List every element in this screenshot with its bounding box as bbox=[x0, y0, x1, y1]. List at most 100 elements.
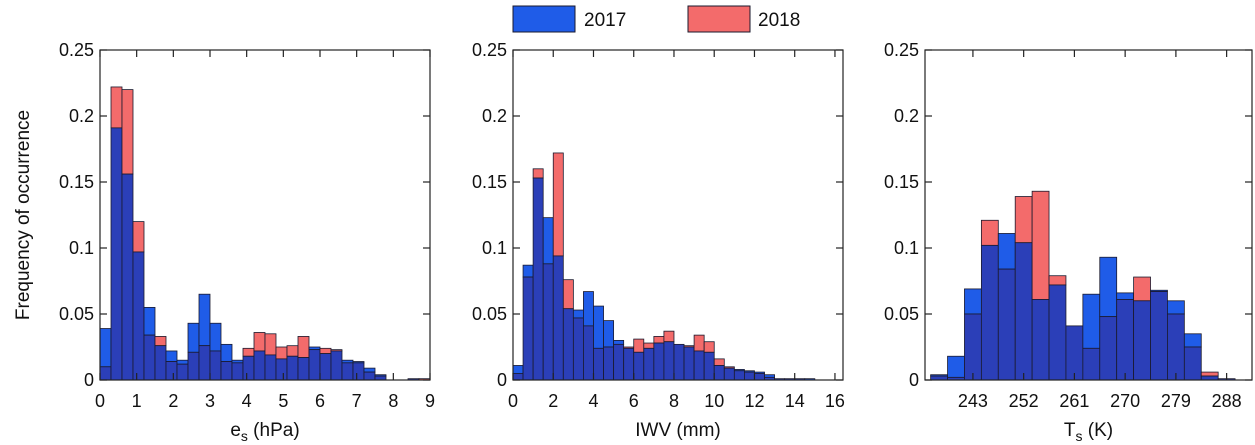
x-tick-label-ts-1: 252 bbox=[1009, 391, 1039, 411]
legend-swatch-2018 bbox=[687, 5, 751, 33]
x-tick-label-iwv-7: 14 bbox=[785, 391, 805, 411]
legend: 2017 2018 bbox=[512, 5, 800, 33]
bar-iwv-15-upper bbox=[663, 330, 675, 343]
y-tick-label-iwv-2: 0.1 bbox=[482, 238, 507, 258]
plot-frame-iwv bbox=[512, 49, 844, 381]
y-tick-label-ts-0: 0 bbox=[909, 370, 919, 390]
bar-es-13-upper bbox=[242, 347, 255, 357]
bar-ts-11-overlap bbox=[1116, 299, 1135, 381]
x-tick-label-es-4: 4 bbox=[242, 391, 252, 411]
bar-iwv-8-upper bbox=[593, 305, 604, 349]
y-tick-label-iwv-1: 0.05 bbox=[472, 304, 507, 324]
bar-ts-1-upper bbox=[947, 355, 965, 378]
y-tick-label-iwv-3: 0.15 bbox=[472, 172, 507, 192]
bar-iwv-12-upper bbox=[633, 338, 645, 353]
y-tick-label-iwv-4: 0.2 bbox=[482, 106, 507, 126]
bar-iwv-11-overlap bbox=[623, 347, 635, 381]
plot-frame-ts bbox=[924, 49, 1253, 381]
bar-iwv-9-upper bbox=[603, 320, 615, 348]
bar-iwv-10-overlap bbox=[613, 343, 625, 381]
bar-es-3-overlap bbox=[132, 251, 145, 381]
bar-es-17-overlap bbox=[286, 355, 299, 381]
bar-ts-4-overlap bbox=[997, 268, 1016, 381]
bar-ts-15-overlap bbox=[1183, 346, 1202, 381]
bar-es-11-upper bbox=[220, 343, 233, 362]
bar-iwv-1-upper bbox=[522, 264, 534, 278]
bar-ts-10-overlap bbox=[1099, 316, 1118, 381]
bar-iwv-15-overlap bbox=[663, 341, 675, 381]
x-tick-label-es-6: 6 bbox=[315, 391, 325, 411]
bar-es-6-upper bbox=[165, 350, 178, 362]
bar-ts-11-upper bbox=[1116, 292, 1135, 300]
bar-iwv-9-overlap bbox=[603, 346, 615, 381]
bar-ts-6-upper bbox=[1031, 190, 1050, 300]
legend-label-2018: 2018 bbox=[758, 10, 800, 31]
bar-es-11-overlap bbox=[220, 361, 233, 381]
bar-iwv-10-upper bbox=[613, 339, 625, 345]
panel-iwv: 0 0.05 0.1 0.15 0.2 0.25 0 2 4 6 8 10 12 14 16 IWV (mm) bbox=[472, 40, 845, 441]
y-tick-label-ts-2: 0.1 bbox=[894, 238, 919, 258]
panel-vapor-pressure: 0 0.05 0.1 0.15 0.2 0.25 0 1 2 3 4 5 6 7 8 9 es (hPa) bbox=[59, 40, 435, 444]
bar-es-4-overlap bbox=[143, 334, 156, 381]
bar-iwv-17-overlap bbox=[683, 346, 695, 381]
bar-es-5-upper bbox=[154, 336, 167, 347]
bar-ts-2-overlap bbox=[964, 313, 982, 381]
bar-es-18-overlap bbox=[297, 357, 310, 381]
bar-es-14-overlap bbox=[253, 350, 266, 381]
bar-iwv-6-overlap bbox=[572, 317, 584, 381]
bar-iwv-24-overlap bbox=[754, 372, 765, 381]
x-axis-label-es: es (hPa) bbox=[230, 420, 299, 444]
x-tick-label-iwv-0: 0 bbox=[508, 391, 518, 411]
y-tick-label-ts-5: 0.25 bbox=[884, 40, 919, 60]
bar-es-7-overlap bbox=[176, 363, 189, 381]
bar-es-20-overlap bbox=[319, 353, 332, 381]
bar-es-10-upper bbox=[209, 322, 222, 352]
bar-iwv-8-overlap bbox=[593, 347, 604, 381]
bar-es-18-upper bbox=[297, 336, 310, 358]
x-tick-label-ts-3: 270 bbox=[1110, 391, 1140, 411]
bar-iwv-3-overlap bbox=[542, 263, 554, 381]
x-tick-label-iwv-1: 2 bbox=[548, 391, 558, 411]
bar-es-10-overlap bbox=[209, 350, 222, 381]
legend-label-2017: 2017 bbox=[584, 10, 626, 31]
bar-es-20-upper bbox=[319, 347, 332, 355]
bar-iwv-13-overlap bbox=[643, 347, 655, 381]
bar-iwv-22-overlap bbox=[733, 370, 745, 381]
bar-ts-14-upper bbox=[1167, 300, 1185, 315]
bar-es-0-overlap bbox=[99, 366, 112, 381]
x-tick-label-es-7: 7 bbox=[352, 391, 362, 411]
x-tick-label-es-8: 8 bbox=[388, 391, 398, 411]
y-tick-label-es-0: 0 bbox=[84, 370, 94, 390]
x-tick-label-iwv-2: 4 bbox=[588, 391, 598, 411]
bar-es-19-overlap bbox=[308, 349, 321, 381]
y-tick-label-es-1: 0.05 bbox=[59, 304, 94, 324]
bar-es-5-overlap bbox=[154, 345, 167, 381]
bar-es-0-upper bbox=[99, 328, 112, 368]
bar-ts-9-overlap bbox=[1082, 347, 1101, 381]
bar-iwv-7-overlap bbox=[583, 325, 594, 381]
bar-ts-12-upper bbox=[1133, 276, 1151, 302]
y-tick-label-ts-1: 0.05 bbox=[884, 304, 919, 324]
y-tick-label-ts-4: 0.2 bbox=[894, 106, 919, 126]
x-tick-label-es-9: 9 bbox=[425, 391, 435, 411]
bar-iwv-3-upper bbox=[542, 217, 554, 265]
bar-iwv-4-overlap bbox=[552, 255, 564, 381]
bar-ts-12-overlap bbox=[1133, 300, 1151, 381]
x-tick-label-ts-5: 288 bbox=[1212, 391, 1242, 411]
x-tick-label-iwv-8: 16 bbox=[825, 391, 845, 411]
x-tick-label-iwv-5: 10 bbox=[704, 391, 724, 411]
y-axis-label: Frequency of occurrence bbox=[13, 110, 34, 320]
bar-ts-3-overlap bbox=[980, 244, 999, 381]
x-axis-label-ts: Ts (K) bbox=[1064, 420, 1113, 444]
bar-es-4-upper bbox=[143, 306, 156, 336]
bar-iwv-7-upper bbox=[583, 291, 594, 327]
bar-es-16-overlap bbox=[275, 358, 288, 381]
bar-es-7-upper bbox=[176, 359, 189, 365]
bar-iwv-0-upper bbox=[512, 365, 524, 374]
bar-ts-16-upper bbox=[1200, 371, 1219, 377]
bar-ts-4-upper bbox=[997, 233, 1016, 270]
bar-es-9-upper bbox=[198, 293, 211, 347]
bar-es-2-upper bbox=[121, 89, 134, 175]
bar-iwv-4-upper bbox=[552, 152, 564, 257]
